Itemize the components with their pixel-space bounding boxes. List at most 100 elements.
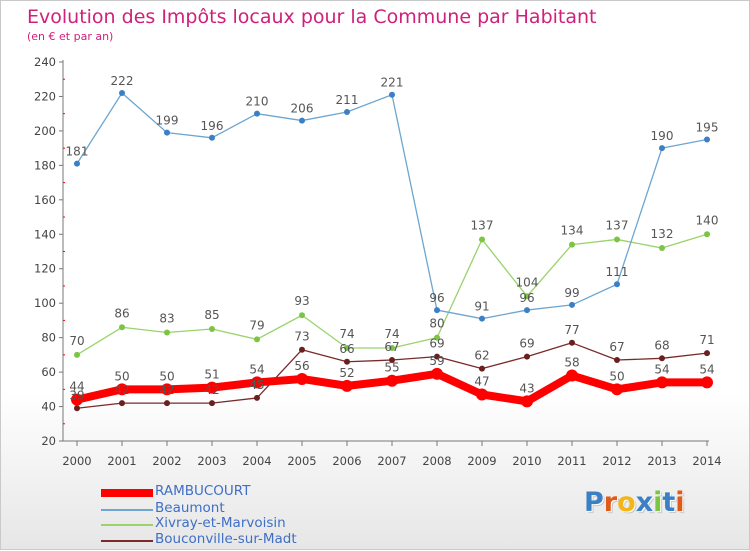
data-label: 99	[564, 286, 579, 300]
data-point	[119, 324, 125, 331]
x-tick-label: 2012	[602, 454, 631, 468]
legend-swatch	[101, 489, 153, 497]
data-label: 206	[291, 102, 314, 116]
x-tick-label: 2014	[692, 454, 721, 468]
data-point	[569, 241, 575, 248]
data-label: 42	[114, 383, 129, 397]
data-label: 211	[336, 93, 359, 107]
logo-letter: x	[635, 487, 654, 518]
data-point	[659, 245, 665, 252]
data-label: 58	[564, 356, 579, 370]
data-point	[119, 400, 125, 407]
data-label: 222	[111, 74, 134, 88]
y-tick-label: 100	[34, 296, 56, 310]
data-point	[344, 108, 350, 115]
data-point	[386, 374, 398, 387]
x-tick-label: 2006	[332, 454, 361, 468]
data-label: 62	[474, 349, 489, 363]
data-label: 196	[201, 119, 224, 133]
data-point	[344, 344, 350, 351]
data-label: 43	[519, 381, 534, 395]
data-label: 111	[606, 265, 629, 279]
legend-swatch	[101, 540, 153, 542]
y-tick-label: 20	[41, 434, 56, 448]
data-point	[521, 395, 533, 408]
x-tick-label: 2000	[62, 454, 91, 468]
x-tick-label: 2003	[197, 454, 226, 468]
logo-letter: r	[603, 487, 618, 518]
data-label: 74	[384, 327, 399, 341]
data-point	[611, 383, 623, 396]
data-point	[479, 365, 485, 372]
data-point	[254, 394, 260, 401]
data-point	[479, 315, 485, 322]
data-label: 54	[249, 362, 264, 376]
x-tick-label: 2011	[557, 454, 586, 468]
data-label: 39	[69, 388, 84, 402]
data-label: 195	[696, 121, 719, 135]
data-label: 68	[654, 338, 669, 352]
data-label: 67	[384, 340, 399, 354]
data-label: 199	[156, 114, 179, 128]
legend-label: Xivray-et-Marvoisin	[155, 515, 286, 531]
data-label: 140	[696, 213, 719, 227]
data-label: 50	[114, 369, 129, 383]
data-label: 45	[249, 378, 264, 392]
x-tick-label: 2001	[107, 454, 136, 468]
data-point	[659, 355, 665, 362]
x-tick-label: 2008	[422, 454, 451, 468]
x-tick-label: 2004	[242, 454, 271, 468]
data-label: 55	[384, 361, 399, 375]
proxiti-logo: Proxiti	[584, 487, 685, 518]
data-label: 104	[516, 275, 539, 289]
logo-letter: i	[675, 487, 685, 518]
data-label: 91	[474, 300, 489, 314]
data-label: 42	[204, 383, 219, 397]
data-point	[164, 129, 170, 136]
data-point	[299, 346, 305, 353]
data-label: 85	[204, 308, 219, 322]
data-point	[254, 110, 260, 117]
data-label: 54	[654, 362, 669, 376]
data-label: 47	[474, 374, 489, 388]
data-label: 93	[294, 294, 309, 308]
x-tick-label: 2009	[467, 454, 496, 468]
legend-label: Beaumont	[155, 500, 225, 516]
data-label: 134	[561, 224, 584, 238]
data-label: 70	[69, 334, 84, 348]
data-point	[434, 353, 440, 360]
data-point	[296, 372, 308, 385]
y-tick-label: 120	[34, 262, 56, 276]
data-point	[701, 376, 713, 389]
data-point	[656, 376, 668, 389]
data-point	[71, 393, 83, 406]
data-point	[704, 136, 710, 143]
data-point	[164, 329, 170, 336]
y-tick-label: 80	[41, 331, 56, 345]
data-label: 221	[381, 76, 404, 90]
data-label: 73	[294, 330, 309, 344]
data-point	[161, 383, 173, 396]
data-label: 132	[651, 227, 674, 241]
data-point	[74, 160, 80, 167]
data-label: 80	[429, 317, 444, 331]
data-label: 52	[339, 366, 354, 380]
data-point	[74, 351, 80, 358]
y-tick-label: 240	[34, 55, 56, 69]
logo-letter: P	[584, 487, 604, 518]
data-point	[119, 90, 125, 97]
data-point	[341, 379, 353, 392]
data-label: 83	[159, 311, 174, 325]
logo-letter: t	[662, 487, 676, 518]
y-tick-label: 40	[41, 400, 56, 414]
data-label: 59	[429, 354, 444, 368]
data-point	[704, 231, 710, 238]
data-point	[476, 388, 488, 401]
data-label: 96	[519, 291, 534, 305]
data-point	[299, 312, 305, 319]
data-label: 74	[339, 327, 354, 341]
data-point	[431, 367, 443, 380]
data-label: 50	[609, 369, 624, 383]
